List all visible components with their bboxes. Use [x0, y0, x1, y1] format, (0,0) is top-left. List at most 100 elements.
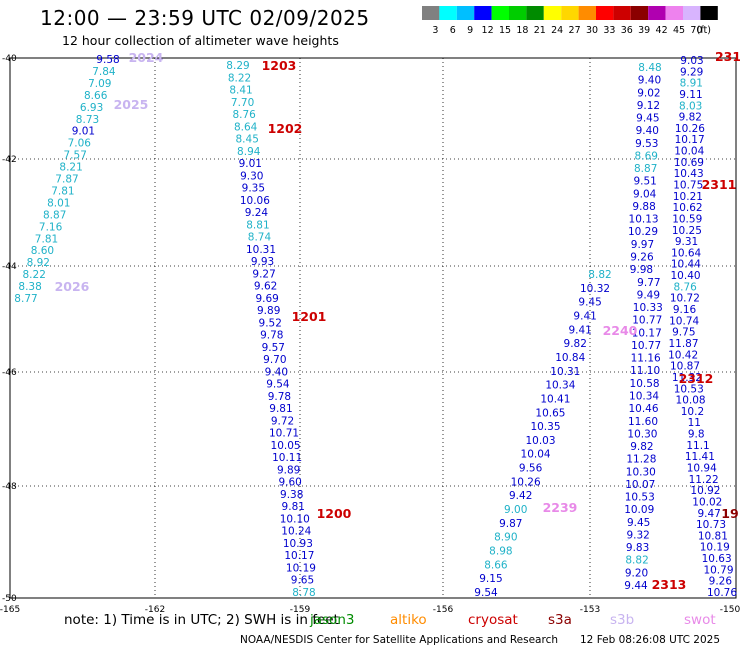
wave-height-value: 10.03 — [525, 435, 555, 447]
wave-height-value: 9.75 — [672, 327, 695, 339]
wave-height-value: 10.46 — [628, 403, 658, 415]
wave-height-value: 9.45 — [578, 297, 601, 309]
wave-height-value: 10.81 — [698, 530, 728, 542]
wave-height-value: 8.66 — [484, 559, 508, 571]
wave-height-value: 9.69 — [255, 293, 278, 305]
wave-height-value: 10.34 — [545, 380, 575, 392]
wave-height-value: 9.49 — [637, 289, 660, 301]
wave-height-value: 10.93 — [283, 538, 313, 550]
wave-height-value: 6.93 — [80, 102, 103, 114]
wave-height-value: 8.01 — [47, 197, 70, 209]
wave-height-value: 8.77 — [14, 293, 37, 305]
satellite-legend-cryosat: cryosat — [468, 612, 518, 628]
pass-label: 1200 — [317, 506, 352, 521]
wave-height-value: 10.17 — [284, 550, 314, 562]
wave-height-value: 10.53 — [625, 492, 655, 504]
wave-height-value: 10.29 — [628, 226, 658, 238]
wave-height-value: 10.04 — [674, 146, 704, 158]
wave-height-value: 9.40 — [638, 75, 661, 87]
wave-height-value: 11.28 — [626, 454, 656, 466]
color-scale-tick-label: 15 — [499, 25, 511, 36]
wave-height-value: 10.02 — [692, 496, 722, 508]
wave-height-value: 10.84 — [555, 352, 585, 364]
wave-height-value: 11.22 — [689, 474, 719, 486]
wave-height-value: 8.92 — [27, 257, 50, 269]
wave-height-value: 9.20 — [625, 567, 648, 579]
wave-height-value: 11.87 — [668, 338, 698, 350]
wave-height-value: 9.40 — [636, 125, 659, 137]
wave-height-value: 10.09 — [624, 504, 654, 516]
wave-height-value: 10.44 — [671, 259, 701, 271]
footer-credit: NOAA/NESDIS Center for Satellite Applica… — [240, 634, 558, 646]
wave-height-value: 8.78 — [292, 587, 315, 599]
wave-height-value: 8.82 — [588, 269, 611, 281]
wave-height-value: 9.54 — [266, 379, 290, 391]
wave-height-value: 9.93 — [251, 256, 274, 268]
satellite-legend-s3b: s3b — [610, 612, 635, 628]
wave-height-value: 10.17 — [675, 134, 705, 146]
wave-height-value: 10.64 — [671, 247, 701, 259]
wave-height-value: 9.03 — [680, 55, 703, 67]
page-subtitle: 12 hour collection of altimeter wave hei… — [62, 33, 339, 48]
wave-height-value: 10.77 — [631, 340, 661, 352]
color-scale-tick-label: 70 — [690, 25, 702, 36]
wave-height-value: 9.57 — [262, 342, 285, 354]
wave-height-value: 9.26 — [630, 252, 654, 264]
wave-height-value: 9.78 — [268, 391, 291, 403]
wave-height-value: 7.09 — [88, 78, 111, 90]
wave-height-value: 9.89 — [277, 464, 300, 476]
wave-height-value: 10.79 — [703, 564, 733, 576]
wave-height-value: 8.87 — [43, 209, 66, 221]
wave-height-value: 10.71 — [269, 428, 299, 440]
wave-height-value: 8.22 — [228, 72, 251, 84]
wave-height-value: 11.32 — [672, 372, 702, 384]
wave-height-value: 9.83 — [626, 542, 649, 554]
wave-height-value: 8.74 — [248, 232, 272, 244]
color-scale-tick-label: 30 — [586, 25, 598, 36]
color-scale-tick-label: 27 — [569, 25, 581, 36]
wave-height-value: 9.60 — [278, 477, 301, 489]
wave-height-value: 7.06 — [68, 138, 92, 150]
color-swatch — [474, 6, 492, 20]
wave-height-value: 9.35 — [242, 183, 265, 195]
wave-height-value: 10.26 — [511, 476, 541, 488]
satellite-legend-altiko: altiko — [390, 612, 427, 628]
pass-label: 2311 — [702, 177, 737, 192]
wave-height-value: 9.26 — [709, 576, 733, 588]
wave-height-value: 9.77 — [637, 277, 660, 289]
color-scale-tick-label: 36 — [621, 25, 633, 36]
wave-height-value: 10.35 — [530, 421, 560, 433]
wave-height-value: 7.87 — [55, 174, 78, 186]
wave-height-value: 10.19 — [286, 562, 316, 574]
wave-height-value: 9.62 — [254, 281, 277, 293]
wave-height-value: 9.32 — [626, 529, 649, 541]
color-scale-tick-label: (ft) — [697, 25, 711, 36]
wave-height-value: 7.57 — [64, 150, 87, 162]
color-swatch — [578, 6, 596, 20]
color-swatch — [422, 6, 440, 20]
latitude-label: -44 — [2, 262, 17, 272]
wave-height-value: 10.59 — [672, 213, 702, 225]
wave-height-value: 9.65 — [291, 575, 314, 587]
wave-height-value: 8.45 — [236, 134, 259, 146]
pass-label: 231 — [715, 49, 740, 64]
wave-height-value: 9.40 — [265, 366, 288, 378]
wave-height-value: 10.69 — [674, 157, 704, 169]
wave-height-value: 10.08 — [676, 395, 706, 407]
wave-height-value: 9.70 — [263, 354, 286, 366]
color-scale-tick-label: 42 — [656, 25, 668, 36]
wave-height-value: 9.16 — [673, 304, 697, 316]
color-scale-tick-label: 9 — [467, 25, 473, 36]
wave-height-value: 11.41 — [685, 451, 715, 463]
longitude-label: -162 — [145, 605, 165, 615]
color-swatch — [665, 6, 683, 20]
wave-height-value: 11.16 — [631, 353, 661, 365]
wave-height-value: 10.24 — [281, 526, 311, 538]
wave-height-value: 9.38 — [280, 489, 303, 501]
wave-height-value: 10.21 — [673, 191, 703, 203]
wave-height-value: 9.31 — [675, 236, 698, 248]
wave-height-value: 9.29 — [680, 66, 703, 78]
wave-height-value: 9.82 — [564, 338, 587, 350]
wave-height-value: 9.45 — [636, 113, 659, 125]
